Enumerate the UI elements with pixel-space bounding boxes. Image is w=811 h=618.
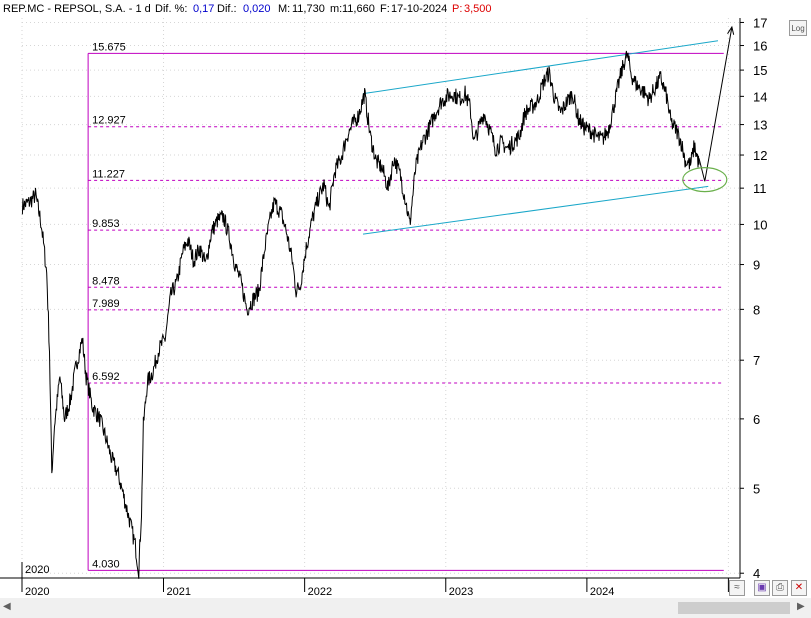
level-label: 4.030: [92, 558, 120, 570]
price-line: [21, 50, 700, 579]
min-value: 11,660: [342, 3, 375, 15]
dif-pct-value: 0,17: [193, 3, 215, 15]
price-series: [21, 50, 700, 579]
tick-label-y: 16: [753, 39, 767, 54]
tick-label-y: 13: [753, 118, 767, 133]
chart-header: REP.MC - REPSOL, S.A. - 1 d Dif. %: 0,17…: [0, 0, 811, 18]
tick-label-y: 7: [753, 353, 760, 368]
tick-label-y: 4: [753, 566, 760, 581]
dif-value: 0,020: [243, 3, 271, 15]
horizontal-scrollbar[interactable]: [12, 602, 792, 614]
projection-path: [698, 26, 733, 182]
channel-upper-line: [362, 40, 719, 95]
save-icon[interactable]: ▣: [754, 580, 770, 596]
tick-label-y: 5: [753, 481, 760, 496]
tick-label-y: 10: [753, 217, 767, 232]
retracement-levels: 15.675 12.927 11.227 9.853 8.478 7.989 6.592 4.…: [87, 41, 724, 571]
level-label: 9.853: [92, 218, 120, 230]
trend-channel: [362, 40, 719, 235]
tick-label-y: 17: [753, 15, 767, 30]
symbol-title: REP.MC - REPSOL, S.A. - 1 d: [3, 3, 151, 15]
tick-label-y: 8: [753, 302, 760, 317]
tick-label-y: 9: [753, 258, 760, 273]
dif-pct-label: Dif. %:: [155, 3, 188, 15]
level-label: 8.478: [92, 275, 120, 287]
level-label: 15.675: [92, 41, 126, 53]
period-label: 2020: [25, 564, 49, 576]
tick-label-y: 6: [753, 412, 760, 427]
level-label: 11.227: [92, 168, 125, 180]
print-icon[interactable]: ⎙: [772, 580, 788, 596]
chart-grid: [21, 18, 740, 578]
tick-label-x: 2020: [25, 586, 49, 598]
tick-label-y: 12: [753, 148, 767, 163]
projection-annotations: [682, 25, 735, 193]
price-label: P:: [452, 3, 463, 15]
scrollbar-thumb[interactable]: [678, 602, 790, 614]
support-highlight-ellipse: [682, 166, 728, 193]
scroll-right-icon[interactable]: ▶: [797, 601, 805, 612]
close-chart-icon[interactable]: ✕: [791, 580, 807, 596]
scroll-left-icon[interactable]: ◀: [3, 601, 11, 612]
tick-label-y: 14: [753, 89, 767, 104]
max-label: M:: [278, 3, 291, 15]
level-label: 12.927: [92, 115, 126, 127]
date-value: 17-10-2024: [391, 3, 448, 15]
min-label: m:: [330, 3, 343, 15]
tick-label-y: 11: [753, 181, 767, 196]
price-value: 3,500: [464, 3, 492, 15]
channel-lower-line: [362, 185, 709, 235]
tick-label-x: 2024: [590, 586, 614, 598]
level-label: 6.592: [92, 371, 120, 383]
wave-tool-icon[interactable]: ≈: [729, 580, 745, 596]
tick-label-x: 2023: [449, 586, 473, 598]
log-scale-button[interactable]: Log: [789, 20, 807, 36]
tick-label-x: 2021: [167, 586, 191, 598]
tick-label-y: 15: [753, 63, 767, 78]
max-value: 11,730: [292, 3, 325, 15]
projection-arrowhead: [727, 25, 735, 35]
level-label: 7.989: [92, 298, 120, 310]
tick-label-x: 2022: [308, 586, 332, 598]
dif-label: Dif.:: [217, 3, 237, 15]
date-label: F:: [380, 3, 390, 15]
